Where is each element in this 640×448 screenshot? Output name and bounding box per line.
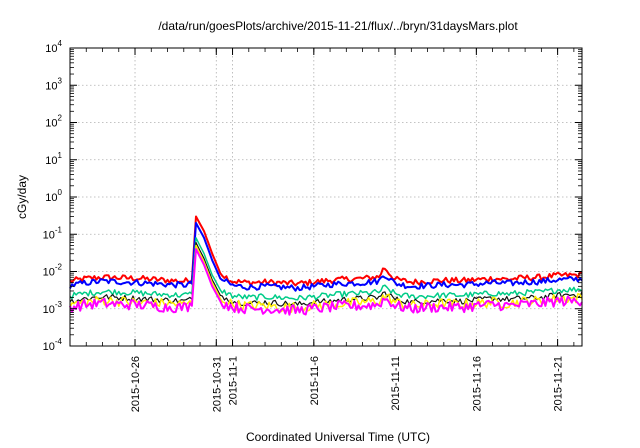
x-tick-label: 2015-11-1 — [228, 356, 240, 405]
series-line — [69, 237, 583, 301]
y-tick-base: 10 — [43, 304, 55, 316]
plot-series — [69, 215, 583, 316]
y-tick-base: 10 — [45, 118, 57, 130]
y-tick-label: 10-3 — [43, 300, 63, 316]
x-tick-label: 2015-11-16 — [471, 356, 483, 411]
y-tick-base: 10 — [45, 80, 57, 92]
y-tick-base: 10 — [43, 229, 55, 241]
y-tick-label: 10-1 — [43, 225, 63, 241]
y-tick-label: 10-4 — [43, 337, 63, 353]
y-tick-label: 103 — [45, 76, 62, 92]
x-tick-label: 2015-11-6 — [309, 356, 321, 405]
y-tick-exponent: 4 — [58, 39, 63, 48]
y-tick-exponent: -1 — [55, 225, 63, 234]
y-tick-exponent: 1 — [58, 151, 63, 160]
x-axis-ticks: 2015-10-26 2015-10-31 2015-11-1 2015-11-6 20… — [69, 48, 575, 412]
y-tick-exponent: -2 — [55, 263, 63, 272]
series-line — [69, 248, 583, 316]
series-line — [69, 241, 583, 307]
y-tick-exponent: 3 — [58, 76, 63, 85]
y-tick-label: 10-2 — [43, 263, 63, 279]
y-tick-exponent: -4 — [55, 337, 63, 346]
y-tick-label: 101 — [45, 151, 62, 167]
y-tick-base: 10 — [45, 43, 57, 55]
y-tick-base: 10 — [43, 341, 55, 353]
y-tick-label: 104 — [45, 39, 62, 55]
x-tick-label: 2015-11-21 — [553, 356, 565, 411]
chart-title: /data/run/goesPlots/archive/2015-11-21/f… — [158, 19, 518, 33]
y-tick-exponent: 2 — [58, 114, 63, 123]
y-axis-label: cGy/day — [15, 175, 29, 219]
y-tick-base: 10 — [45, 155, 57, 167]
plot-grid — [70, 48, 582, 346]
y-tick-label: 102 — [45, 114, 62, 130]
y-tick-exponent: 0 — [58, 188, 63, 197]
y-tick-label: 100 — [45, 188, 62, 204]
x-tick-label: 2015-10-31 — [211, 356, 223, 412]
x-tick-label: 2015-11-11 — [390, 356, 402, 411]
series-line — [69, 244, 583, 313]
y-tick-base: 10 — [43, 267, 55, 279]
x-tick-label: 2015-10-26 — [130, 356, 142, 412]
series-line — [69, 222, 583, 292]
x-axis-label: Coordinated Universal Time (UTC) — [246, 430, 430, 444]
series-line — [69, 215, 583, 287]
y-tick-base: 10 — [45, 192, 57, 204]
y-tick-exponent: -3 — [55, 300, 63, 309]
